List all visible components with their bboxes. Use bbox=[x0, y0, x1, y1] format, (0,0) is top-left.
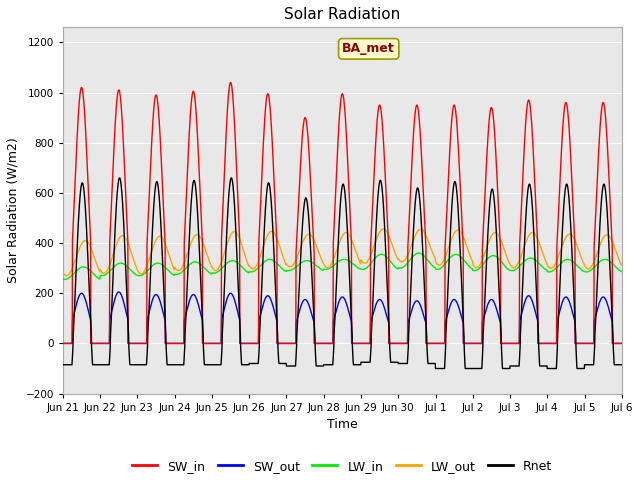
Title: Solar Radiation: Solar Radiation bbox=[284, 7, 401, 22]
Legend: SW_in, SW_out, LW_in, LW_out, Rnet: SW_in, SW_out, LW_in, LW_out, Rnet bbox=[127, 455, 557, 478]
X-axis label: Time: Time bbox=[327, 418, 358, 431]
Y-axis label: Solar Radiation (W/m2): Solar Radiation (W/m2) bbox=[7, 138, 20, 283]
Text: BA_met: BA_met bbox=[342, 42, 395, 55]
